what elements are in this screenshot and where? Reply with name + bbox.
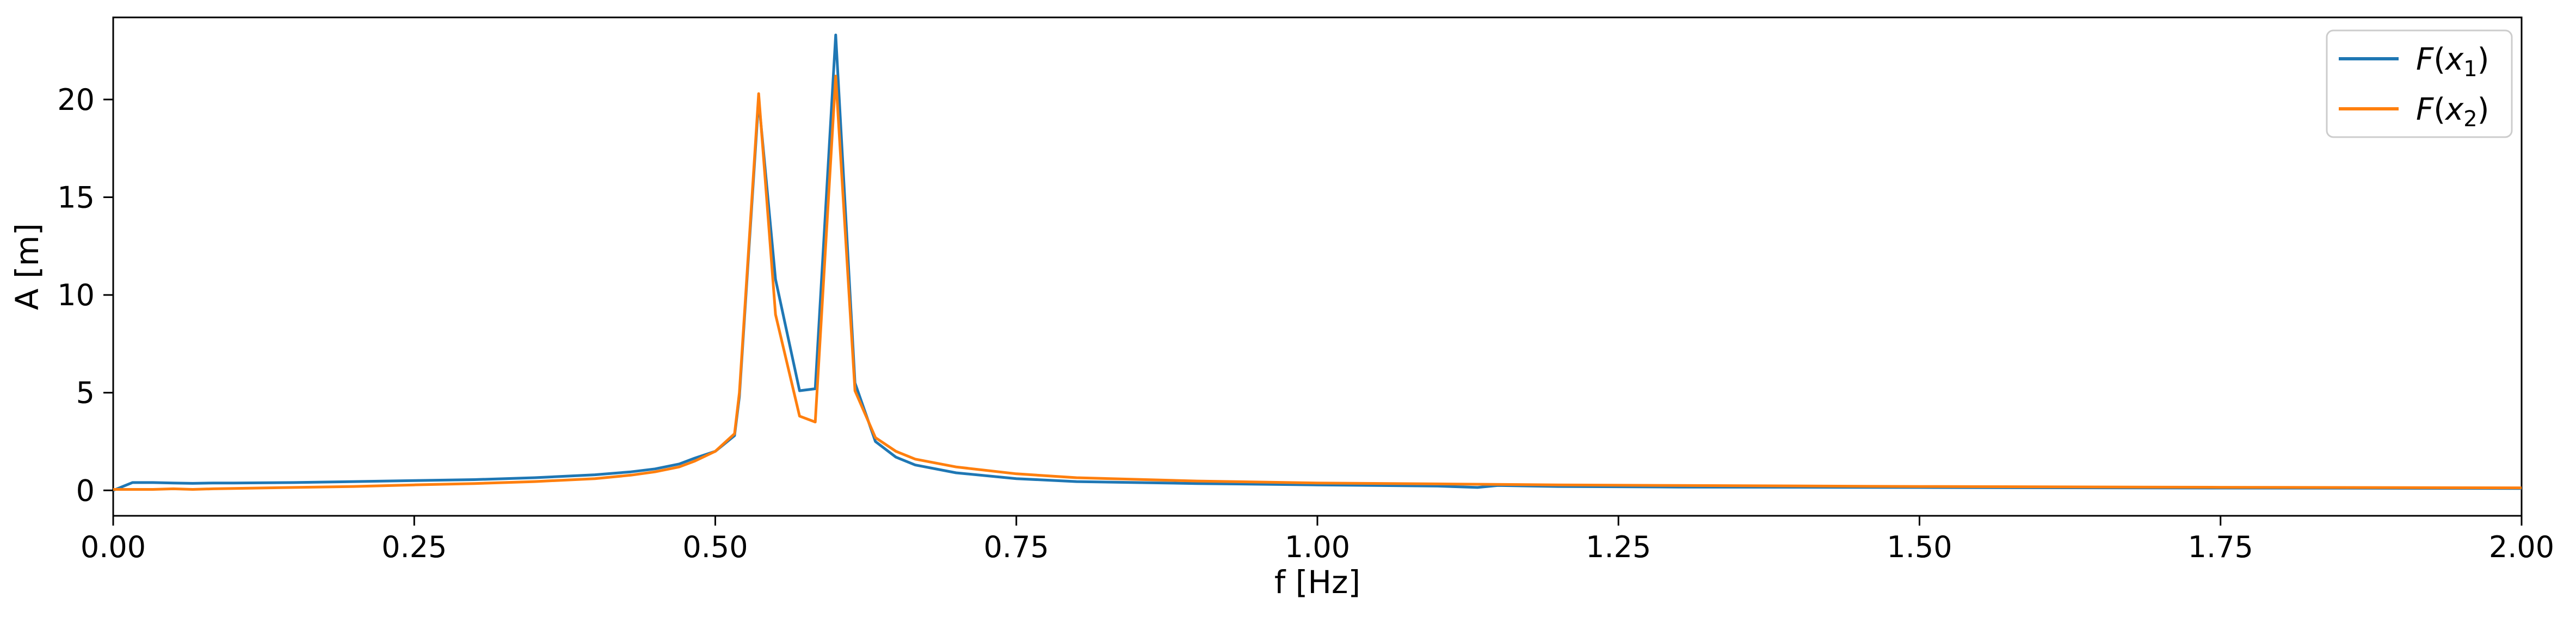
x-axis-label: f [Hz] (1274, 564, 1360, 601)
x-axis: 0.00 0.25 0.50 0.75 1.00 1.25 1.50 1.75 2.00 (81, 516, 2554, 564)
plot-area (112, 16, 2523, 517)
y-axis: 0 5 10 15 20 (57, 83, 113, 508)
plot-frame (112, 16, 2523, 517)
x-tick-label: 0.00 (81, 530, 146, 564)
x-tick-label: 1.25 (1586, 530, 1651, 564)
x-tick-label: 1.00 (1285, 530, 1350, 564)
x-tick-label: 0.25 (381, 530, 447, 564)
y-tick-label: 20 (57, 83, 95, 117)
y-axis-label: A [m] (9, 223, 46, 310)
legend-entry-1: F(x1) (2416, 42, 2489, 82)
y-tick-label: 5 (76, 376, 95, 410)
x-tick-label: 2.00 (2489, 530, 2554, 564)
x-tick-label: 1.50 (1887, 530, 1952, 564)
x-tick-label: 1.75 (2188, 530, 2253, 564)
x-tick-label: 0.75 (984, 530, 1049, 564)
y-tick-label: 15 (57, 180, 95, 214)
x-tick-label: 0.50 (682, 530, 748, 564)
series-line-2 (113, 75, 2522, 491)
legend: F(x1) F(x2) (2326, 29, 2513, 138)
y-tick-label: 10 (57, 278, 95, 312)
legend-entry-2: F(x2) (2416, 92, 2489, 132)
y-tick-label: 0 (76, 473, 95, 508)
series-layer (113, 33, 2522, 492)
